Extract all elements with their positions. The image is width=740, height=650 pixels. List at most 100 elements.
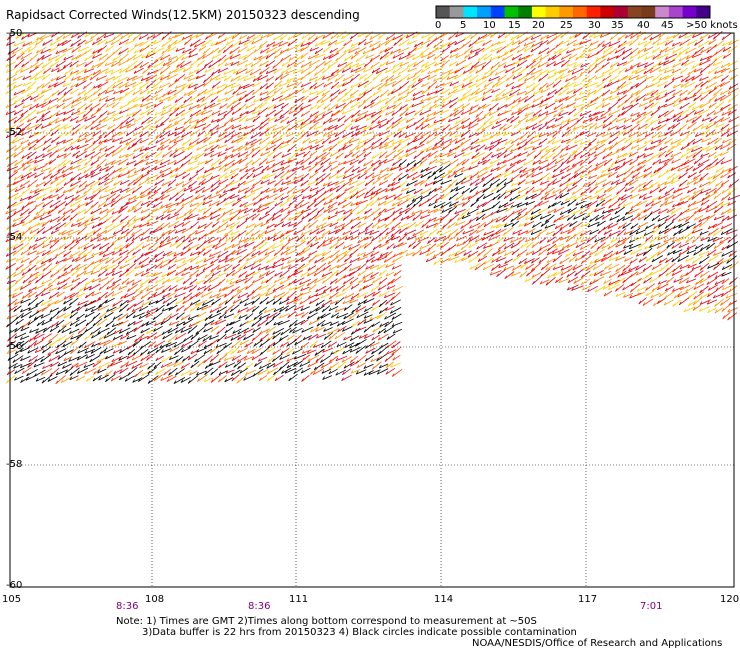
wind-barb xyxy=(174,117,185,125)
wind-barb xyxy=(533,152,542,159)
wind-barb xyxy=(649,66,662,74)
wind-barb xyxy=(635,79,647,88)
wind-barb-tick xyxy=(502,93,505,97)
wind-barb-tick xyxy=(205,36,208,40)
wind-barb-tick xyxy=(111,104,115,109)
wind-barb-tick xyxy=(621,42,625,46)
wind-barb xyxy=(22,75,32,81)
wind-barb xyxy=(358,157,366,164)
wind-barb xyxy=(243,83,255,90)
wind-barb xyxy=(6,73,18,81)
wind-barb-tick xyxy=(517,119,521,124)
wind-barb-tick xyxy=(56,77,59,81)
wind-barb xyxy=(385,74,395,83)
wind-barb xyxy=(560,40,570,45)
wind-barb-tick xyxy=(552,56,555,60)
wind-barb-tick xyxy=(426,43,430,47)
wind-barb-tick xyxy=(132,99,136,103)
wind-barb xyxy=(421,61,429,68)
wind-barb-tick xyxy=(546,35,549,39)
wind-barb xyxy=(663,59,676,66)
wind-barb-tick xyxy=(57,42,60,47)
wind-barb-tick xyxy=(684,84,687,88)
wind-barb-tick xyxy=(483,114,486,118)
wind-barb-tick xyxy=(405,98,408,103)
wind-barb xyxy=(378,122,389,129)
wind-barb xyxy=(295,88,305,95)
wind-barb-tick xyxy=(281,63,285,67)
wind-barb-tick xyxy=(470,105,473,110)
wind-barb-tick xyxy=(712,62,716,66)
wind-barb xyxy=(602,46,613,54)
wind-barb-tick xyxy=(365,55,368,59)
wind-barb xyxy=(608,171,618,178)
wind-barb-tick xyxy=(260,50,263,54)
wind-barb-tick xyxy=(188,54,192,58)
wind-barb xyxy=(364,111,376,118)
wind-barb xyxy=(271,95,283,102)
wind-barb-tick xyxy=(629,100,633,104)
wind-barb xyxy=(441,72,452,82)
wind-barb xyxy=(630,90,641,97)
wind-barb xyxy=(490,67,499,75)
wind-barb xyxy=(636,164,646,172)
wind-barb xyxy=(125,118,135,125)
wind-barb-tick xyxy=(691,54,695,58)
wind-barb-tick xyxy=(328,126,331,130)
wind-barb xyxy=(455,177,467,186)
wind-barb-tick xyxy=(309,106,313,111)
wind-barb xyxy=(664,47,676,53)
wind-barb xyxy=(139,61,149,69)
wind-barb xyxy=(497,40,506,45)
wind-barb-tick xyxy=(421,69,424,73)
wind-barb-tick xyxy=(266,126,269,131)
wind-barb-tick xyxy=(196,70,199,74)
wind-barb-tick xyxy=(42,64,45,69)
wind-barb xyxy=(92,87,102,96)
wind-barb xyxy=(245,68,254,75)
wind-barb-tick xyxy=(714,70,717,74)
wind-barb xyxy=(16,52,25,60)
wind-barb-tick xyxy=(594,106,598,110)
wind-barb xyxy=(636,74,647,81)
wind-barb xyxy=(237,75,249,82)
wind-barb-tick xyxy=(104,70,108,74)
wind-barb xyxy=(211,118,220,123)
wind-barb xyxy=(505,101,515,108)
wind-barb-tick xyxy=(22,105,25,109)
wind-barb xyxy=(469,67,478,74)
wind-barb-tick xyxy=(658,34,661,39)
wind-barb-tick xyxy=(454,70,457,74)
wind-barb-tick xyxy=(475,91,478,95)
wind-barb xyxy=(553,109,564,118)
wind-barb xyxy=(511,102,521,109)
wind-barb xyxy=(13,109,24,116)
wind-barb-tick xyxy=(273,90,277,94)
wind-barb xyxy=(196,96,206,103)
wind-barb-tick xyxy=(470,35,473,40)
wind-barb xyxy=(155,94,166,101)
wind-barb-tick xyxy=(266,43,269,48)
wind-barb xyxy=(30,95,39,101)
wind-barb xyxy=(505,94,515,101)
wind-barb xyxy=(720,104,731,111)
wind-barb xyxy=(201,114,212,123)
wind-barb-tick xyxy=(35,104,39,108)
wind-barb-tick xyxy=(273,37,276,41)
wind-barb xyxy=(398,88,410,97)
wind-barb-tick xyxy=(334,112,337,116)
wind-barb-tick xyxy=(511,85,514,90)
wind-barb-tick xyxy=(223,71,226,75)
legend-swatch xyxy=(600,6,615,18)
wind-barb-tick xyxy=(70,43,73,47)
wind-barb xyxy=(530,45,541,53)
wind-barb-tick xyxy=(475,51,478,55)
wind-barb xyxy=(371,45,380,52)
wind-barb-tick xyxy=(208,64,211,68)
wind-barb xyxy=(42,60,53,69)
wind-barb-tick xyxy=(307,42,311,46)
wind-barb-tick xyxy=(63,111,66,115)
wind-barb xyxy=(29,103,39,111)
wind-barb xyxy=(582,80,593,88)
wind-barb-tick xyxy=(82,77,86,82)
